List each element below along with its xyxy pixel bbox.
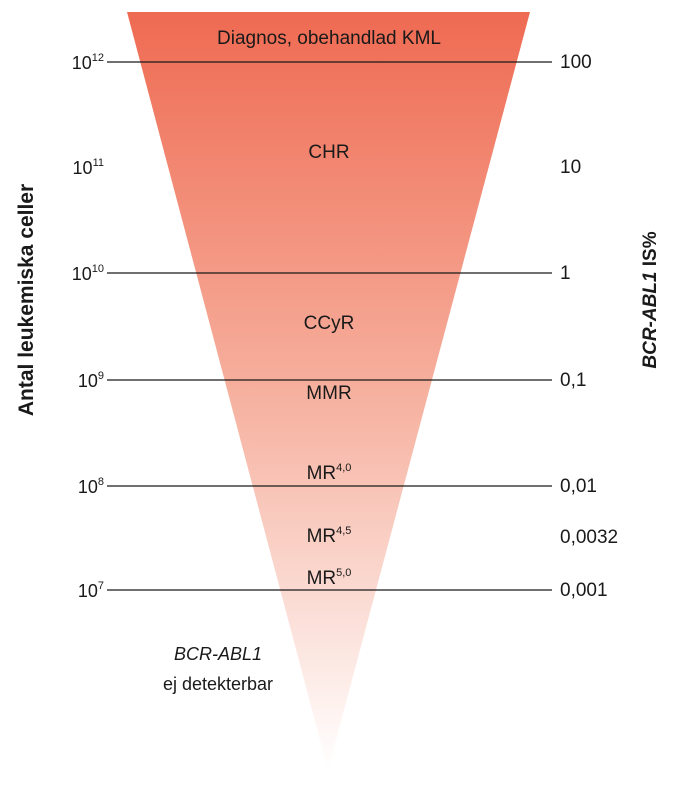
left-tick-label: 1010	[72, 263, 104, 284]
right-axis-title-gene: BCR-ABL1	[640, 272, 661, 369]
zone-label-superscript: 5,0	[336, 567, 351, 579]
undetectable-line2: ej detekterbar	[163, 674, 273, 694]
funnel-triangle	[127, 12, 530, 770]
right-tick-label: 0,0032	[560, 527, 618, 548]
left-tick-label: 107	[78, 580, 104, 601]
left-tick-label: 1011	[73, 157, 104, 178]
zone-label: MR5,0	[307, 567, 352, 589]
right-axis-title-unit: IS%	[640, 231, 661, 271]
left-tick-exponent: 10	[92, 263, 104, 275]
zone-label-main: MR	[307, 526, 337, 547]
zone-label-main: MR	[307, 463, 337, 484]
zone-label-main: MR	[307, 568, 337, 589]
right-axis-title: BCR-ABL1 IS%	[640, 231, 661, 368]
right-tick-label: 10	[560, 157, 581, 178]
right-tick-label: 0,1	[560, 370, 586, 391]
left-tick-exponent: 7	[98, 580, 104, 592]
zone-label: Diagnos, obehandlad KML	[217, 28, 441, 49]
right-tick-label: 0,01	[560, 476, 597, 497]
left-tick-label: 108	[78, 476, 104, 497]
left-tick-base: 10	[78, 371, 98, 391]
zone-label-main: CCyR	[304, 313, 355, 334]
right-tick-label: 100	[560, 52, 592, 73]
zone-label: CHR	[308, 142, 349, 163]
left-tick-exponent: 8	[98, 476, 104, 488]
right-tick-label: 1	[560, 263, 571, 284]
zone-label-superscript: 4,0	[336, 462, 351, 474]
left-tick-base: 10	[78, 477, 98, 497]
left-tick-label: 109	[78, 370, 104, 391]
zone-label: CCyR	[304, 313, 355, 334]
left-tick-exponent: 9	[98, 370, 104, 382]
right-axis-labels: 100 10 1 0,1 0,01 0,0032 0,001	[560, 52, 618, 601]
zone-label: MR4,0	[307, 462, 352, 484]
level-lines	[107, 61, 552, 591]
zone-label-superscript: 4,5	[336, 525, 351, 537]
left-tick-label: 1012	[72, 52, 104, 73]
zone-label: MR4,5	[307, 525, 352, 547]
undetectable-line1: BCR-ABL1	[174, 644, 262, 664]
right-tick-label: 0,001	[560, 580, 608, 601]
left-tick-base: 10	[72, 264, 92, 284]
left-tick-base: 10	[78, 581, 98, 601]
zone-label: MMR	[306, 383, 351, 404]
left-tick-exponent: 12	[92, 52, 104, 64]
left-axis-title: Antal leukemiska celler	[15, 184, 38, 416]
left-tick-base: 10	[72, 53, 92, 73]
left-tick-base: 10	[73, 158, 93, 178]
left-tick-exponent: 11	[93, 157, 104, 169]
zone-label-main: MMR	[306, 383, 351, 404]
zone-label-main: CHR	[308, 142, 349, 163]
zone-labels: Diagnos, obehandlad KMLCHRCCyRMMRMR4,0MR…	[217, 28, 441, 589]
zone-label-main: Diagnos, obehandlad KML	[217, 28, 441, 49]
